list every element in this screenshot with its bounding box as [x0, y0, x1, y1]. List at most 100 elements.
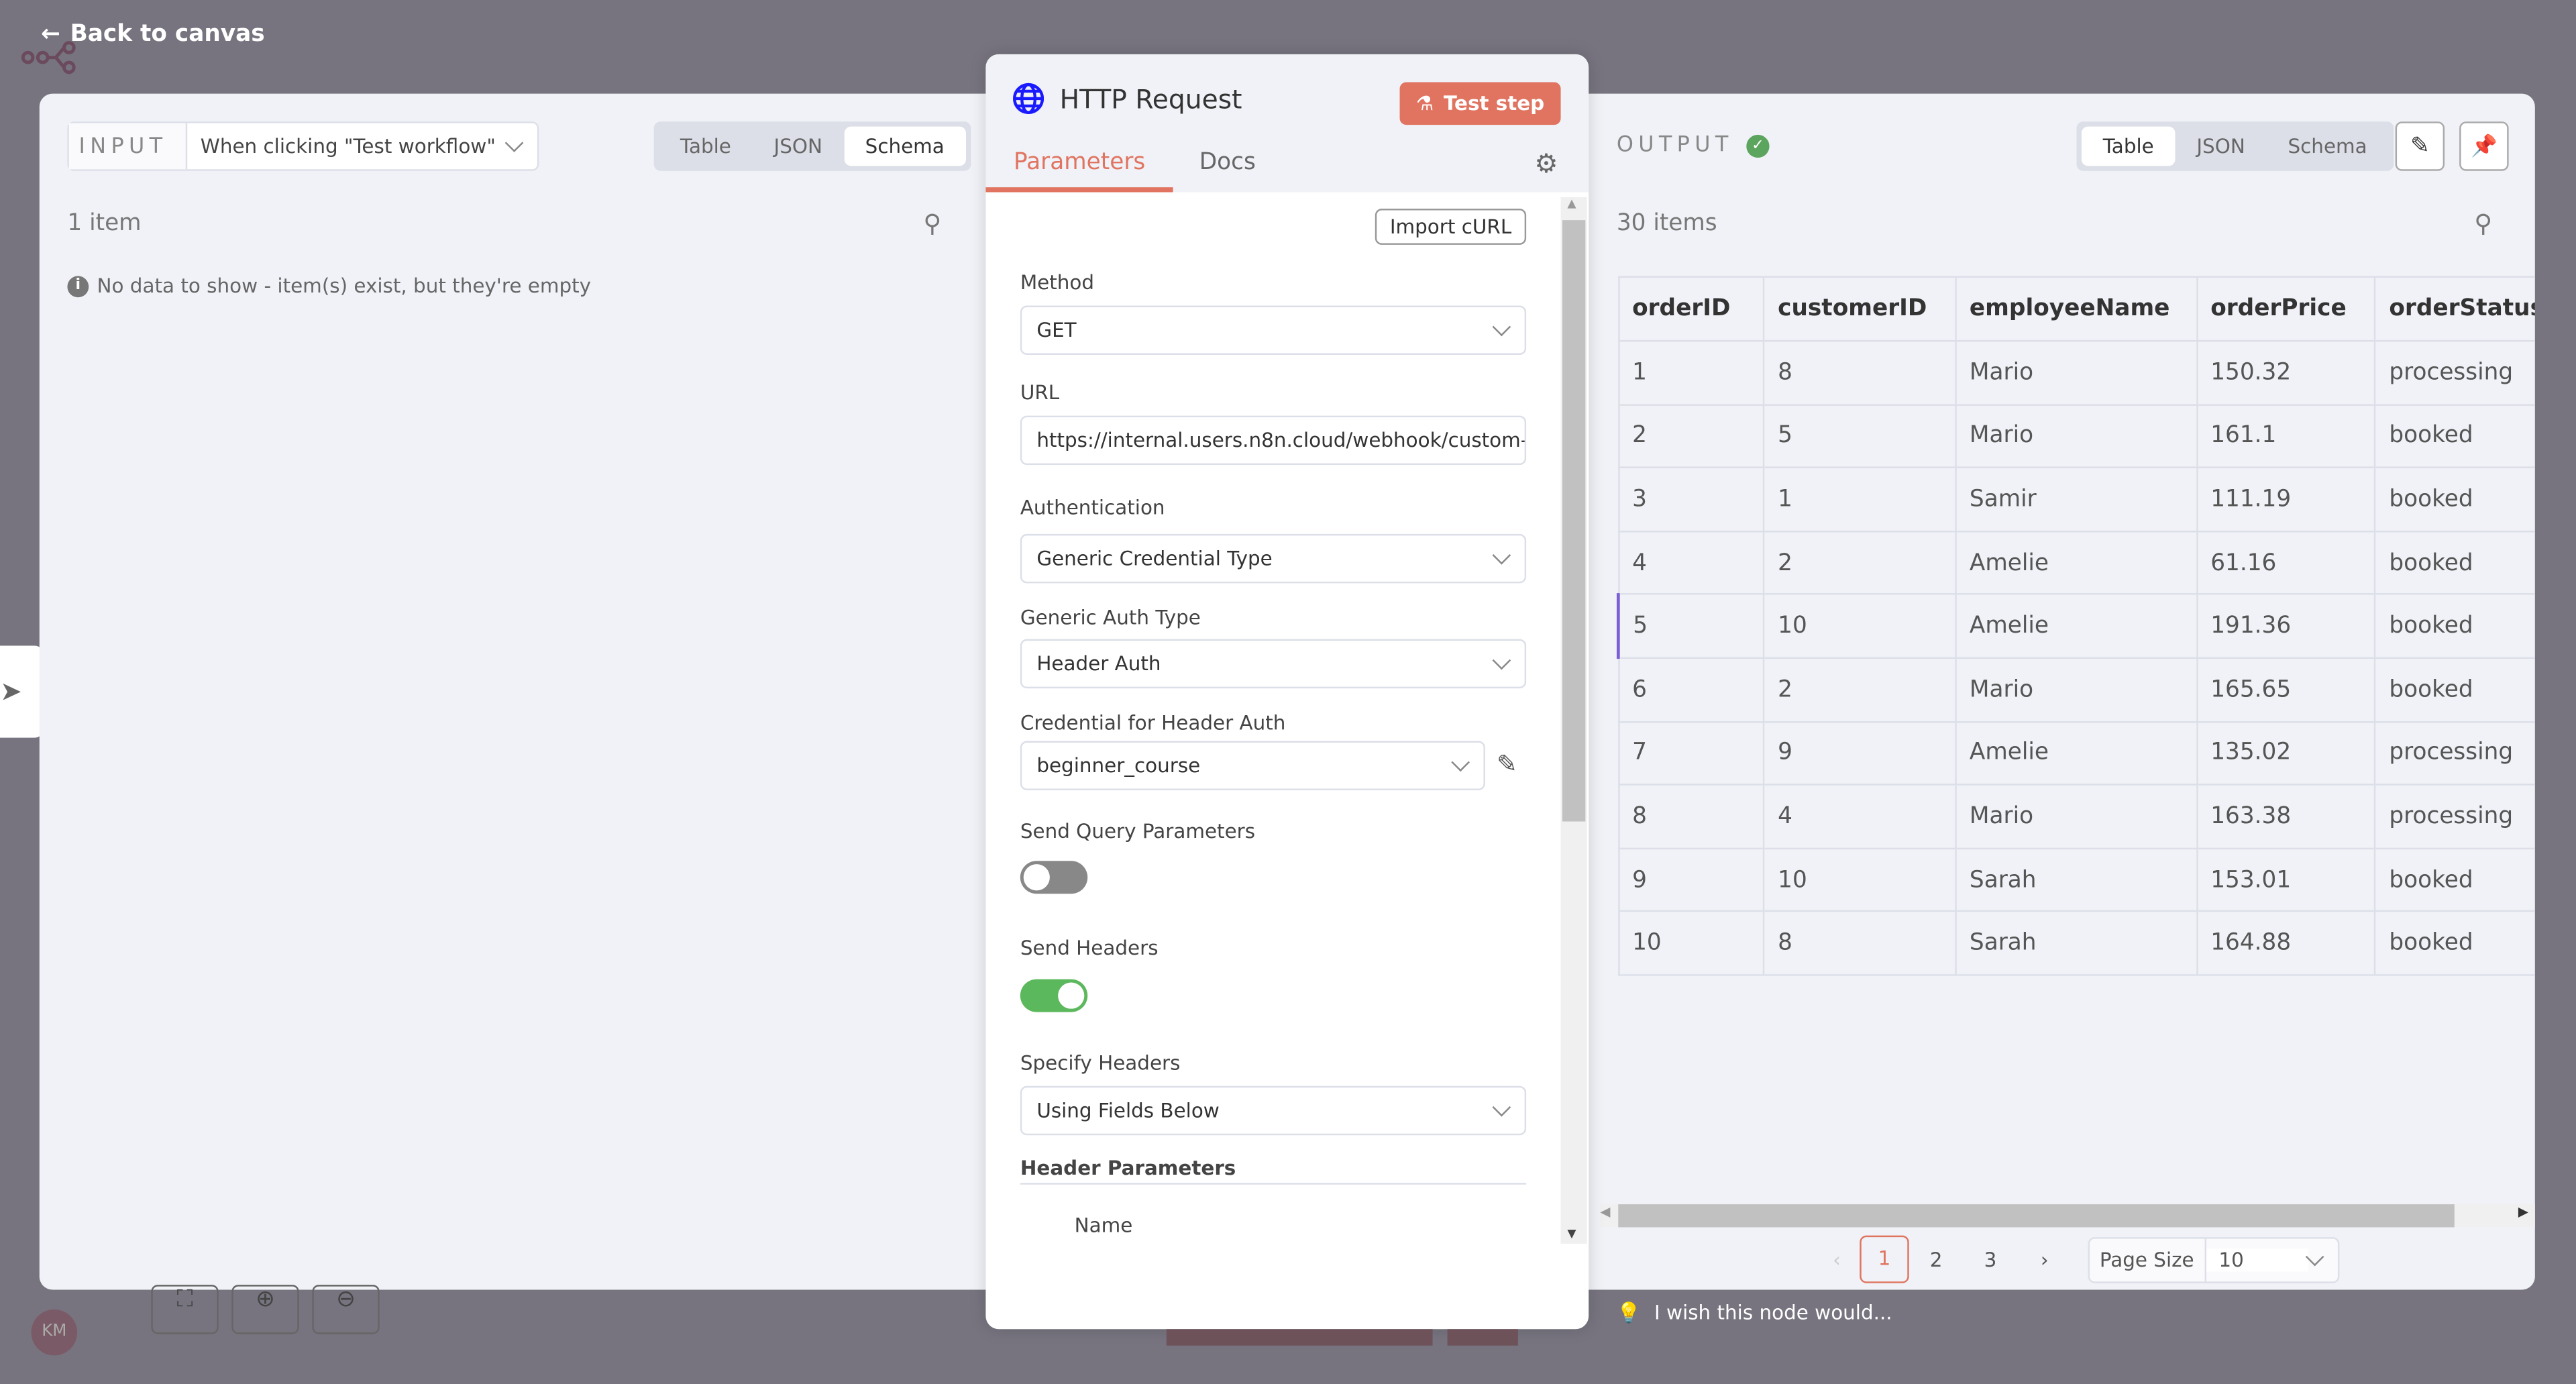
- table-row[interactable]: 3 1 Samir 111.19 booked: [1617, 466, 2535, 532]
- table-cell: 111.19: [2196, 466, 2376, 532]
- pencil-icon: ✎: [2410, 133, 2430, 160]
- settings-gear-icon[interactable]: ⚙: [1534, 148, 1558, 179]
- output-tab-json[interactable]: JSON: [2196, 134, 2245, 158]
- send-query-label: Send Query Parameters: [1020, 820, 1256, 843]
- table-cell: 10: [1617, 910, 1765, 976]
- flask-icon: ⚗: [1415, 92, 1434, 115]
- table-cell: booked: [2374, 403, 2535, 469]
- pagination: ‹ 1 2 3 › Page Size 10: [1814, 1235, 2339, 1283]
- vertical-scrollbar[interactable]: ▲ ▼: [1560, 197, 1587, 1244]
- specify-headers-select[interactable]: Using Fields Below: [1020, 1085, 1527, 1136]
- table-cell: booked: [2374, 530, 2535, 596]
- table-cell: processing: [2374, 784, 2535, 849]
- credential-select[interactable]: beginner_course: [1020, 741, 1485, 790]
- page-3[interactable]: 3: [1984, 1248, 1997, 1271]
- empty-data-message: No data to show - item(s) exist, but the…: [97, 274, 592, 298]
- input-source-value: When clicking "Test workflow": [200, 134, 496, 158]
- column-header: customerID: [1763, 276, 1957, 342]
- prev-page-icon[interactable]: ‹: [1833, 1248, 1841, 1271]
- table-cell: Sarah: [1954, 847, 2198, 913]
- input-item-count: 1 item: [67, 210, 142, 237]
- specify-headers-label: Specify Headers: [1020, 1051, 1181, 1075]
- authentication-select[interactable]: Generic Credential Type: [1020, 533, 1527, 584]
- cursor-icon: ➤: [0, 675, 22, 707]
- table-cell: 5: [1763, 403, 1957, 469]
- ndv-panel: INPUT When clicking "Test workflow" Tabl…: [39, 93, 2535, 1290]
- table-row[interactable]: 4 2 Amelie 61.16 booked: [1617, 530, 2535, 596]
- tab-docs[interactable]: Docs: [1199, 149, 1256, 176]
- send-headers-label: Send Headers: [1020, 936, 1159, 960]
- feedback-link[interactable]: 💡 I wish this node would...: [1616, 1301, 1892, 1324]
- table-row[interactable]: 1 8 Mario 150.32 processing: [1617, 339, 2535, 405]
- url-input[interactable]: https://internal.users.n8n.cloud/webhook…: [1020, 415, 1527, 466]
- node-creator-handle[interactable]: ➤: [0, 645, 45, 738]
- table-cell: Amelie: [1954, 594, 2198, 659]
- table-cell: Mario: [1954, 784, 2198, 849]
- n8n-logo-icon: [21, 41, 76, 74]
- page-size-select[interactable]: Page Size 10: [2088, 1236, 2339, 1283]
- output-tab-schema[interactable]: Schema: [2288, 134, 2367, 158]
- table-row[interactable]: 8 4 Mario 163.38 processing: [1617, 784, 2535, 849]
- edit-output-button[interactable]: ✎: [2395, 121, 2445, 171]
- next-page-icon[interactable]: ›: [2040, 1248, 2049, 1271]
- table-cell: 8: [1763, 339, 1957, 405]
- zoom-in-icon[interactable]: ⊕: [231, 1285, 299, 1334]
- input-tab-schema[interactable]: Schema: [843, 126, 966, 166]
- table-cell: 5: [1616, 594, 1765, 659]
- table-row[interactable]: 2 5 Mario 161.1 booked: [1617, 403, 2535, 469]
- horizontal-scrollbar[interactable]: ◀ ▶: [1600, 1204, 2535, 1228]
- table-cell: booked: [2374, 466, 2535, 532]
- chevron-down-icon: [504, 134, 524, 152]
- edit-credential-pencil-icon[interactable]: ✎: [1497, 749, 1517, 779]
- table-cell: 135.02: [2196, 721, 2376, 786]
- input-tab-json[interactable]: JSON: [773, 134, 822, 158]
- pin-data-button[interactable]: 📌: [2459, 121, 2509, 171]
- page-2[interactable]: 2: [1929, 1248, 1943, 1271]
- table-cell: booked: [2374, 657, 2535, 723]
- table-row[interactable]: 5 10 Amelie 191.36 booked: [1616, 594, 2535, 659]
- output-table: orderID customerID employeeName orderPrice o…: [1616, 276, 2535, 976]
- output-table-wrapper: orderID customerID employeeName orderPrice o…: [1616, 276, 2535, 976]
- back-to-canvas-button[interactable]: ← Back to canvas: [41, 21, 265, 48]
- test-step-button[interactable]: ⚗ Test step: [1399, 82, 1561, 125]
- send-query-toggle[interactable]: [1020, 861, 1088, 894]
- table-cell: processing: [2374, 339, 2535, 405]
- node-title[interactable]: HTTP Request: [1059, 83, 1242, 115]
- send-headers-toggle[interactable]: [1020, 979, 1088, 1012]
- table-cell: Mario: [1954, 403, 2198, 469]
- user-avatar[interactable]: KM: [31, 1309, 78, 1356]
- table-cell: 150.32: [2196, 339, 2376, 405]
- input-source-select[interactable]: INPUT When clicking "Test workflow": [67, 121, 539, 171]
- table-row[interactable]: 10 8 Sarah 164.88 booked: [1617, 910, 2535, 976]
- table-cell: Samir: [1954, 466, 2198, 532]
- input-tab-table[interactable]: Table: [680, 134, 731, 158]
- fit-view-icon[interactable]: ⛶: [151, 1285, 219, 1334]
- success-check-icon: ✓: [1746, 134, 1770, 157]
- table-row[interactable]: 7 9 Amelie 135.02 processing: [1617, 721, 2535, 786]
- output-view-switch: Table JSON Schema: [2076, 121, 2394, 171]
- search-icon[interactable]: ⚲: [2474, 209, 2493, 239]
- chevron-down-icon: [1492, 651, 1511, 670]
- column-header: orderStatus: [2374, 276, 2535, 342]
- table-cell: Sarah: [1954, 910, 2198, 976]
- table-row[interactable]: 9 10 Sarah 153.01 booked: [1617, 847, 2535, 913]
- table-cell: 2: [1617, 403, 1765, 469]
- credential-label: Credential for Header Auth: [1020, 711, 1286, 735]
- page-1[interactable]: 1: [1860, 1235, 1909, 1283]
- method-select[interactable]: GET: [1020, 305, 1527, 355]
- info-icon: i: [67, 275, 89, 297]
- import-curl-button[interactable]: Import cURL: [1375, 209, 1527, 245]
- zoom-out-icon[interactable]: ⊖: [312, 1285, 380, 1334]
- table-row[interactable]: 6 2 Mario 165.65 booked: [1617, 657, 2535, 723]
- table-cell: 3: [1617, 466, 1765, 532]
- generic-auth-type-select[interactable]: Header Auth: [1020, 639, 1527, 689]
- output-item-count: 30 items: [1616, 210, 1717, 237]
- table-cell: 191.36: [2196, 594, 2376, 659]
- pin-icon: 📌: [2471, 134, 2498, 159]
- output-tab-table[interactable]: Table: [2081, 126, 2176, 166]
- node-parameters-panel: HTTP Request ⚗ Test step Parameters Docs …: [985, 54, 1589, 1330]
- column-header: orderPrice: [2196, 276, 2376, 342]
- table-cell: 2: [1763, 530, 1957, 596]
- tab-parameters[interactable]: Parameters: [1014, 149, 1146, 176]
- search-icon[interactable]: ⚲: [923, 209, 942, 239]
